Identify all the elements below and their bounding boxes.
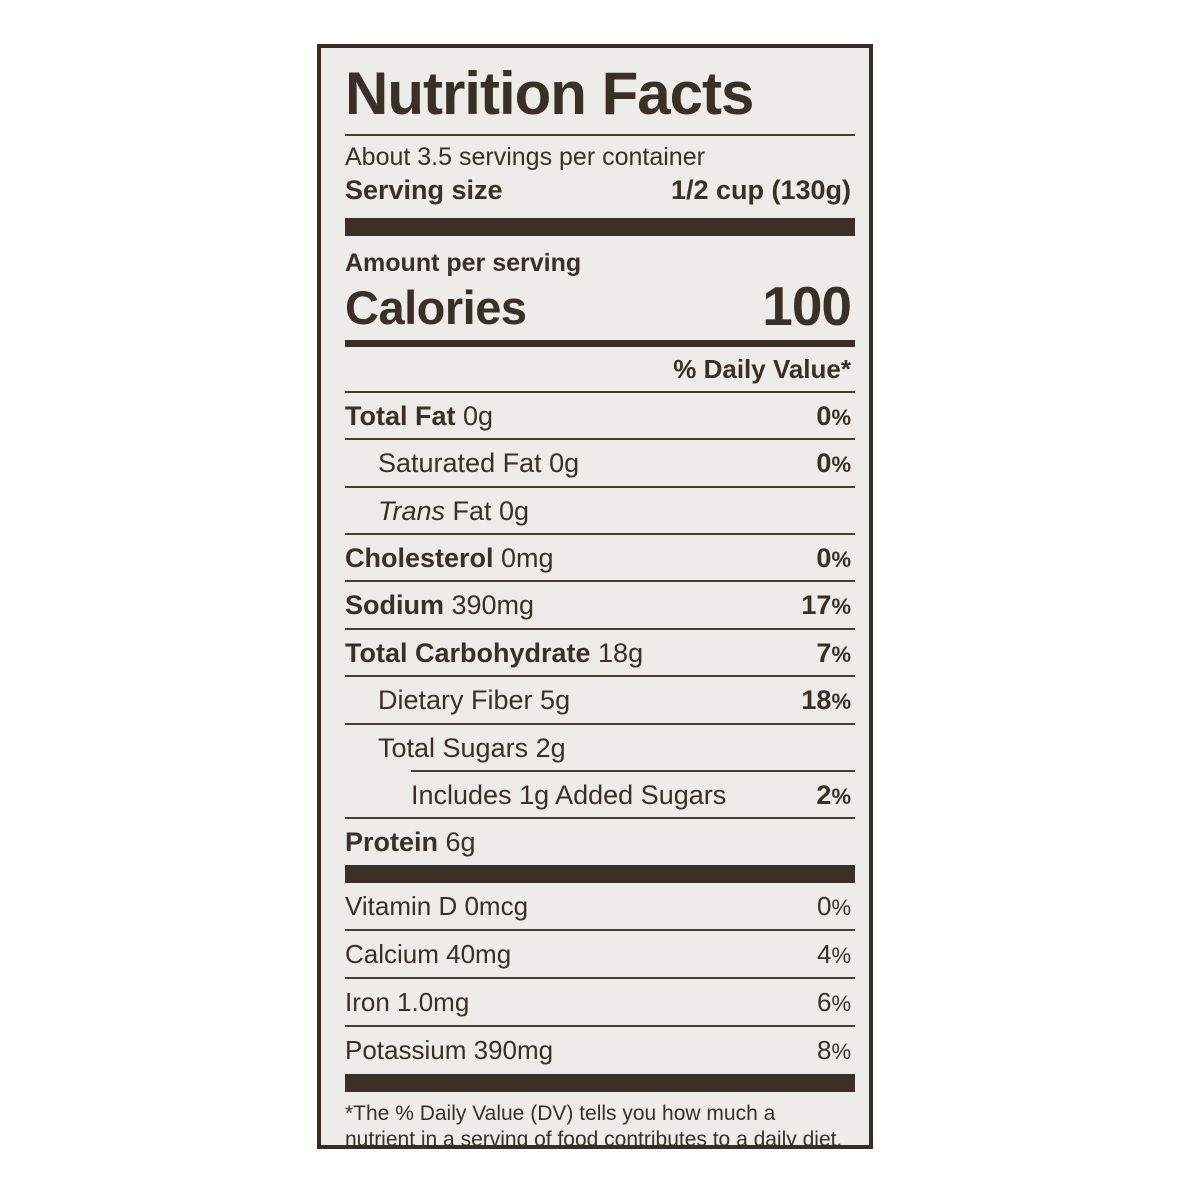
row-divider [345, 390, 855, 393]
micronutrient-label: Vitamin D 0mcg [345, 890, 529, 921]
micronutrient-label: Potassium 390mg [345, 1035, 554, 1066]
divider-thick-top [345, 217, 855, 236]
micronutrient-label: Iron 1.0mg [345, 987, 470, 1018]
nutrient-row: Trans Fat 0g [345, 488, 855, 533]
nutrient-daily-value: 18% [801, 685, 851, 716]
nutrient-list: Total Fat 0g 0% Saturated Fat 0g 0% Trans Fa… [345, 390, 855, 865]
row-divider [345, 977, 855, 980]
divider-under-calories [345, 339, 855, 347]
divider-thick-middle [345, 864, 855, 883]
servings-per-container: About 3.5 servings per container [345, 143, 705, 171]
nutrient-row: Includes 1g Added Sugars 2% [345, 772, 855, 817]
row-divider [345, 533, 855, 536]
row-divider [345, 675, 855, 678]
divider-under-title [345, 134, 855, 136]
nutrient-daily-value: 0% [816, 400, 851, 431]
row-divider [345, 485, 855, 488]
row-divider [345, 580, 855, 583]
nutrient-row: Saturated Fat 0g 0% [345, 440, 855, 485]
micronutrient-daily-value: 0% [816, 890, 851, 921]
row-divider [345, 438, 855, 441]
row-divider [345, 928, 855, 931]
row-divider [345, 722, 855, 725]
nutrient-row: Cholesterol 0mg 0% [345, 535, 855, 580]
page-title: Nutrition Facts [345, 60, 754, 127]
micronutrient-row: Vitamin D 0mcg 0% [345, 883, 855, 929]
serving-size-label: Serving size [345, 174, 503, 205]
row-divider [411, 769, 855, 772]
nutrient-row: Total Carbohydrate 18g 7% [345, 630, 855, 675]
daily-value-footnote: *The % Daily Value (DV) tells you how mu… [345, 1101, 843, 1149]
nutrient-daily-value: 0% [816, 543, 851, 574]
nutrient-row: Total Fat 0g 0% [345, 393, 855, 438]
serving-size-row: Serving size 1/2 cup (130g) [345, 173, 855, 218]
nutrient-daily-value: 0% [816, 448, 851, 479]
micronutrient-daily-value: 6% [816, 987, 851, 1018]
micronutrient-list: Vitamin D 0mcg 0% Calcium 40mg 4% Iron 1.0mg… [345, 883, 855, 1074]
nutrient-label: Cholesterol 0mg [345, 543, 554, 574]
micronutrient-row: Potassium 390mg 8% [345, 1027, 855, 1073]
nutrition-facts-panel: Nutrition Facts About 3.5 servings per c… [317, 44, 873, 1149]
nutrient-row: Total Sugars 2g [345, 725, 855, 770]
micronutrient-label: Calcium 40mg [345, 938, 512, 969]
serving-size-value: 1/2 cup (130g) [670, 174, 851, 205]
calories-row: Calories 100 [345, 278, 855, 340]
nutrient-daily-value: 17% [801, 590, 851, 621]
nutrient-label: Includes 1g Added Sugars [411, 779, 727, 810]
amount-per-serving-label: Amount per serving [345, 248, 582, 277]
nutrient-label: Total Fat 0g [345, 400, 494, 431]
daily-value-header: % Daily Value* [673, 353, 851, 384]
nutrient-daily-value: 2% [816, 779, 851, 810]
calories-label: Calories [345, 281, 527, 335]
micronutrient-daily-value: 4% [816, 938, 851, 969]
nutrient-label: Total Carbohydrate 18g [345, 637, 644, 668]
row-divider [345, 627, 855, 630]
nutrient-row: Dietary Fiber 5g 18% [345, 677, 855, 722]
micronutrient-row: Calcium 40mg 4% [345, 931, 855, 977]
nutrient-label: Saturated Fat 0g [378, 448, 580, 479]
nutrient-label: Dietary Fiber 5g [378, 685, 571, 716]
nutrient-row: Sodium 390mg 17% [345, 582, 855, 627]
row-divider [345, 1025, 855, 1028]
divider-thick-bottom [345, 1073, 855, 1092]
nutrient-row: Protein 6g [345, 819, 855, 864]
nutrient-label: Trans Fat 0g [378, 495, 530, 526]
row-divider [345, 817, 855, 820]
nutrient-label: Protein 6g [345, 827, 476, 858]
calories-value: 100 [762, 274, 852, 337]
nutrient-label: Total Sugars 2g [378, 732, 566, 763]
micronutrient-row: Iron 1.0mg 6% [345, 979, 855, 1025]
nutrient-label: Sodium 390mg [345, 590, 535, 621]
micronutrient-daily-value: 8% [816, 1035, 851, 1066]
nutrient-daily-value: 7% [816, 637, 851, 668]
